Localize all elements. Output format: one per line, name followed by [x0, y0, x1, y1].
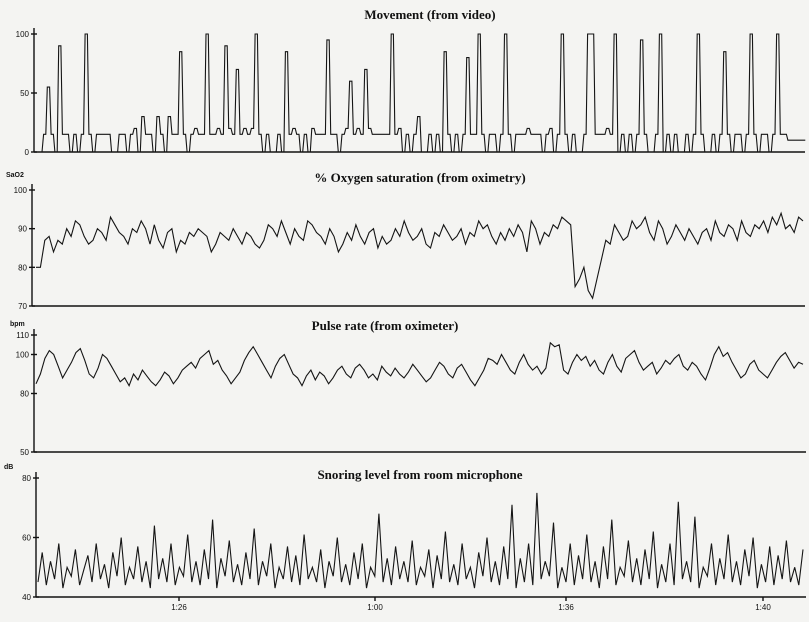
- y-tick-label-snoring: 40: [22, 593, 31, 602]
- y-tick-label-snoring: 80: [22, 474, 31, 483]
- panel-snoring-title: Snoring level from room microphone: [317, 467, 522, 482]
- y-tick-label-pulse: 50: [20, 448, 29, 457]
- panel-oxygen-unit: SaO2: [6, 172, 24, 179]
- x-tick-label: 1:36: [558, 603, 574, 612]
- panel-pulse: Pulse rate (from oximeter) bpm: [10, 318, 458, 333]
- panel-movement: Movement (from video): [364, 7, 495, 22]
- y-tick-label-movement: 0: [25, 148, 30, 157]
- y-tick-label-pulse: 80: [20, 390, 29, 399]
- y-tick-label-movement: 100: [16, 30, 30, 39]
- panel-oxygen: % Oxygen saturation (from oximetry) SaO2: [6, 170, 526, 185]
- y-tick-label-oxygen: 100: [14, 186, 28, 195]
- series-line-pulse-0: [35, 341, 804, 387]
- y-tick-label-snoring: 60: [22, 534, 31, 543]
- series-line-movement-0: [36, 33, 806, 153]
- panel-pulse-unit: bpm: [10, 321, 25, 328]
- panel-pulse-title: Pulse rate (from oximeter): [312, 318, 459, 333]
- x-tick-label: 1:26: [171, 603, 187, 612]
- y-tick-label-oxygen: 90: [18, 225, 27, 234]
- y-tick-label-movement: 50: [20, 89, 29, 98]
- y-tick-label-oxygen: 70: [18, 302, 27, 311]
- x-tick-label: 1:00: [367, 603, 383, 612]
- panel-oxygen-title: % Oxygen saturation (from oximetry): [314, 170, 525, 185]
- series-line-snoring-0: [37, 492, 804, 589]
- y-tick-label-pulse: 100: [16, 351, 30, 360]
- panel-movement-title: Movement (from video): [364, 7, 495, 22]
- panel-snoring-unit: dB: [4, 464, 13, 471]
- y-tick-label-oxygen: 80: [18, 263, 27, 272]
- x-tick-label: 1:40: [755, 603, 771, 612]
- y-tick-label-pulse: 110: [16, 331, 29, 340]
- series-line-oxygen-0: [36, 211, 804, 300]
- panel-snoring: Snoring level from room microphone dB: [4, 464, 523, 482]
